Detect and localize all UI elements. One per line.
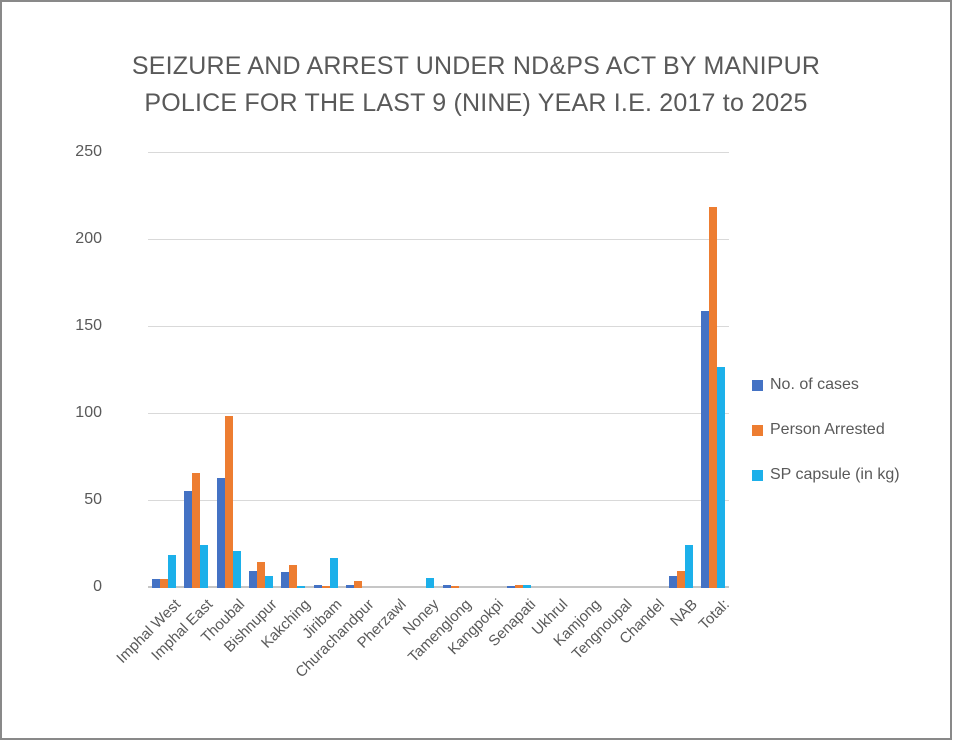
bar [152, 579, 161, 588]
chart-title: SEIZURE AND ARREST UNDER ND&PS ACT BY MA… [2, 48, 950, 122]
y-tick-label: 200 [75, 230, 102, 247]
y-tick-label: 50 [84, 491, 102, 508]
bar [168, 554, 177, 588]
x-category-label: NAB [666, 596, 701, 630]
bar [426, 577, 435, 588]
x-axis-line [148, 586, 729, 588]
bar [353, 581, 362, 588]
bar [329, 558, 338, 588]
bar [676, 570, 685, 588]
gridline [148, 500, 729, 501]
gridline [148, 413, 729, 414]
bar [515, 584, 524, 588]
bar [684, 544, 693, 588]
bar [216, 478, 225, 588]
bar [184, 490, 193, 588]
legend-swatch-icon [752, 379, 763, 391]
gridline [148, 152, 729, 153]
bar [224, 415, 233, 588]
x-category-label: Total: [695, 596, 733, 634]
legend-item: SP capsule (in kg) [752, 460, 900, 490]
chart-title-line1: SEIZURE AND ARREST UNDER ND&PS ACT BY MA… [131, 52, 821, 80]
bar [450, 586, 459, 588]
gridline [148, 239, 729, 240]
bar [708, 206, 717, 588]
bar [700, 311, 709, 588]
bar [192, 473, 201, 588]
bar [200, 544, 209, 588]
bar [668, 575, 677, 588]
x-axis-labels: Imphal West Imphal East Thoubal Bishnupur Ka… [113, 596, 733, 716]
bar [345, 584, 354, 588]
bar [716, 367, 725, 588]
legend-label: Person Arrested [770, 421, 885, 438]
y-tick-label: 0 [93, 578, 102, 595]
bar [297, 586, 306, 588]
bar [289, 565, 298, 588]
legend-label: No. of cases [770, 376, 859, 393]
legend-label: SP capsule (in kg) [770, 466, 900, 483]
bar [321, 586, 330, 588]
y-tick-label: 150 [75, 317, 102, 334]
bar [507, 586, 516, 588]
bar [256, 561, 265, 588]
y-tick-label: 100 [75, 404, 102, 421]
bar [232, 551, 241, 588]
bar [264, 575, 273, 588]
legend-item: Person Arrested [752, 415, 900, 445]
bar [523, 584, 532, 588]
legend-swatch-icon [752, 469, 763, 481]
chart-title-line2: POLICE FOR THE LAST 9 (NINE) YEAR I.E. 2… [144, 89, 808, 117]
bar [160, 579, 169, 588]
bar [248, 570, 257, 588]
bar [313, 584, 322, 588]
legend-swatch-icon [752, 424, 763, 436]
legend: No. of cases Person Arrested SP capsule (i… [752, 370, 900, 505]
legend-item: No. of cases [752, 370, 900, 400]
gridline [148, 326, 729, 327]
y-tick-label: 250 [75, 143, 102, 160]
bar [281, 572, 290, 588]
plot-area: Imphal West Imphal East Thoubal Bishnupur Ka… [113, 152, 733, 681]
bar [442, 584, 451, 588]
